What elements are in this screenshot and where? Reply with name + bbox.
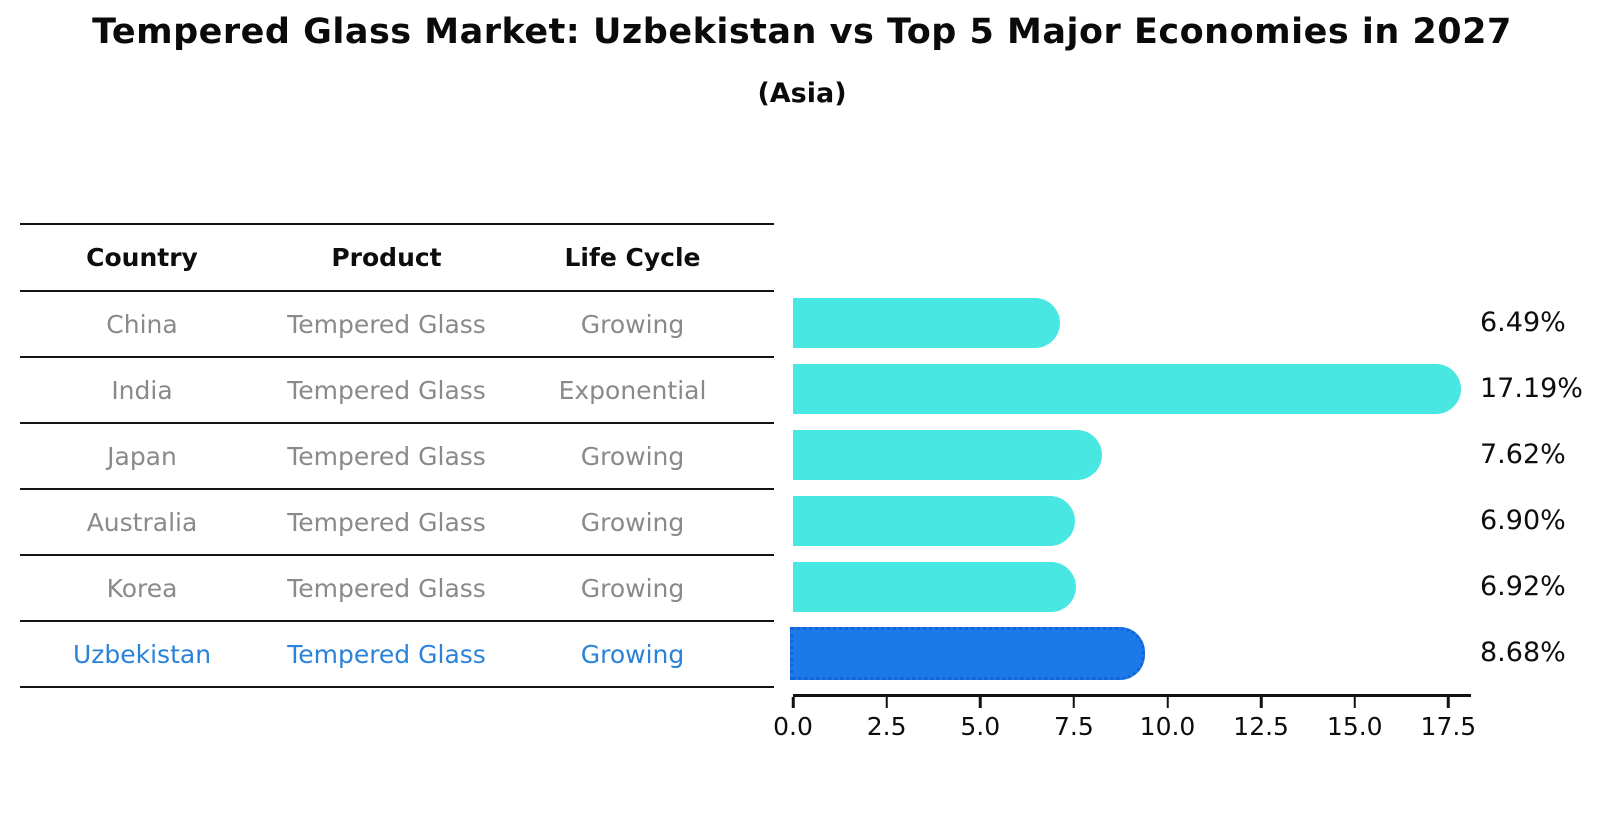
header-cell-lifecycle: Life Cycle	[564, 243, 701, 272]
cell-lifecycle: Growing	[580, 309, 685, 339]
value-label: 7.62%	[1480, 439, 1566, 470]
cell-country: Japan	[107, 441, 177, 471]
x-axis-line	[793, 694, 1471, 697]
bar-chart	[790, 290, 1483, 686]
table-row: Japan Tempered Glass Growing	[20, 424, 774, 490]
cell-lifecycle: Growing	[580, 639, 685, 669]
x-axis-tick	[1072, 697, 1076, 708]
value-label: 6.49%	[1480, 307, 1566, 338]
x-axis-tick	[885, 697, 888, 708]
table-row: India Tempered Glass Exponential	[20, 358, 774, 424]
x-axis-tick-label: 0.0	[773, 712, 813, 741]
x-axis-tick-label: 7.5	[1053, 712, 1094, 741]
x-axis-tick	[1353, 697, 1356, 708]
x-axis-tick-label: 12.5	[1233, 712, 1289, 741]
cell-product: Tempered Glass	[287, 375, 486, 405]
cell-country: India	[111, 375, 173, 405]
header-cell-country: Country	[86, 243, 198, 272]
cell-country: China	[106, 309, 178, 339]
x-axis-tick-label: 17.5	[1420, 712, 1477, 741]
cell-product: Tempered Glass	[287, 507, 486, 537]
table-row: Korea Tempered Glass Growing	[20, 556, 774, 622]
cell-country: Korea	[106, 573, 178, 603]
cell-country: Uzbekistan	[72, 639, 212, 669]
x-axis-tick-label: 5.0	[960, 712, 1001, 741]
value-bar	[793, 430, 1103, 480]
value-label-column: 6.49% 17.19% 7.62% 6.90% 6.92% 8.68%	[1480, 290, 1583, 686]
x-axis-tick	[979, 697, 982, 708]
data-table: Country Product Life Cycle China Tempere…	[20, 223, 774, 688]
x-axis-tick	[1447, 697, 1450, 708]
bar-row	[793, 290, 1483, 356]
x-axis-tick	[1166, 697, 1169, 708]
cell-product: Tempered Glass	[287, 573, 486, 603]
value-bar	[793, 364, 1461, 414]
cell-product: Tempered Glass	[287, 639, 486, 669]
cell-product: Tempered Glass	[287, 441, 486, 471]
value-label: 8.68%	[1480, 637, 1566, 668]
x-axis-tick-label: 10.0	[1139, 712, 1196, 741]
cell-lifecycle: Growing	[580, 507, 685, 537]
x-axis-tick	[791, 697, 795, 708]
value-label: 17.19%	[1480, 373, 1583, 404]
header-cell-product: Product	[331, 243, 442, 272]
bar-row	[793, 488, 1483, 554]
cell-lifecycle: Exponential	[558, 375, 707, 405]
value-bar	[793, 298, 1061, 348]
x-axis-tick-label: 2.5	[866, 712, 907, 741]
value-bar	[793, 496, 1076, 546]
cell-product: Tempered Glass	[287, 309, 486, 339]
x-axis: 0.0 2.5 5.0 7.5 10.0 12.5 15.0 17.5	[773, 694, 1493, 754]
table-body: China Tempered Glass Growing India Tempe…	[20, 292, 774, 688]
cell-country: Australia	[86, 507, 198, 537]
table-row: Uzbekistan Tempered Glass Growing	[20, 622, 774, 688]
bar-row	[790, 620, 1483, 686]
table-row: China Tempered Glass Growing	[20, 292, 774, 358]
bar-row	[793, 356, 1483, 422]
value-bar	[793, 562, 1077, 612]
page-title: Tempered Glass Market: Uzbekistan vs Top…	[92, 12, 1512, 52]
x-axis-tick-label: 15.0	[1326, 712, 1383, 741]
x-axis-tick	[1259, 697, 1263, 708]
value-label: 6.90%	[1480, 505, 1566, 536]
cell-lifecycle: Growing	[580, 441, 685, 471]
table-header-row: Country Product Life Cycle	[20, 225, 774, 292]
cell-lifecycle: Growing	[580, 573, 685, 603]
table-row: Australia Tempered Glass Growing	[20, 490, 774, 556]
bar-row	[793, 422, 1483, 488]
bar-row	[793, 554, 1483, 620]
page-subtitle: (Asia)	[757, 78, 847, 109]
value-label: 6.92%	[1480, 571, 1566, 602]
value-bar	[790, 626, 1146, 680]
